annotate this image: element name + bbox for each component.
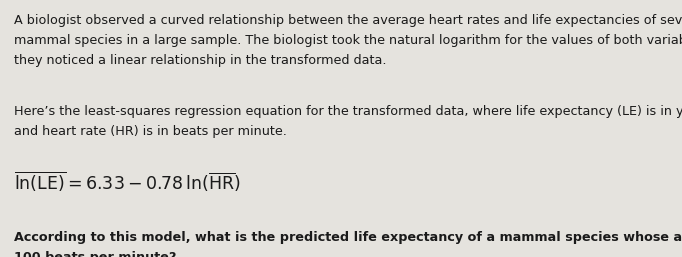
Text: 100 beats per minute?: 100 beats per minute? (14, 251, 176, 257)
Text: According to this model, what is the predicted life expectancy of a mammal speci: According to this model, what is the pre… (14, 231, 682, 244)
Text: and heart rate (HR) is in beats per minute.: and heart rate (HR) is in beats per minu… (14, 125, 286, 138)
Text: A biologist observed a curved relationship between the average heart rates and l: A biologist observed a curved relationsh… (14, 14, 682, 27)
Text: Here’s the least-squares regression equation for the transformed data, where lif: Here’s the least-squares regression equa… (14, 105, 682, 118)
Text: mammal species in a large sample. The biologist took the natural logarithm for t: mammal species in a large sample. The bi… (14, 34, 682, 47)
Text: $\overline{\ln(\mathrm{LE})} = 6.33 - 0.78\,\ln(\overline{\mathrm{HR}})$: $\overline{\ln(\mathrm{LE})} = 6.33 - 0.… (14, 170, 241, 195)
Text: they noticed a linear relationship in the transformed data.: they noticed a linear relationship in th… (14, 54, 387, 67)
